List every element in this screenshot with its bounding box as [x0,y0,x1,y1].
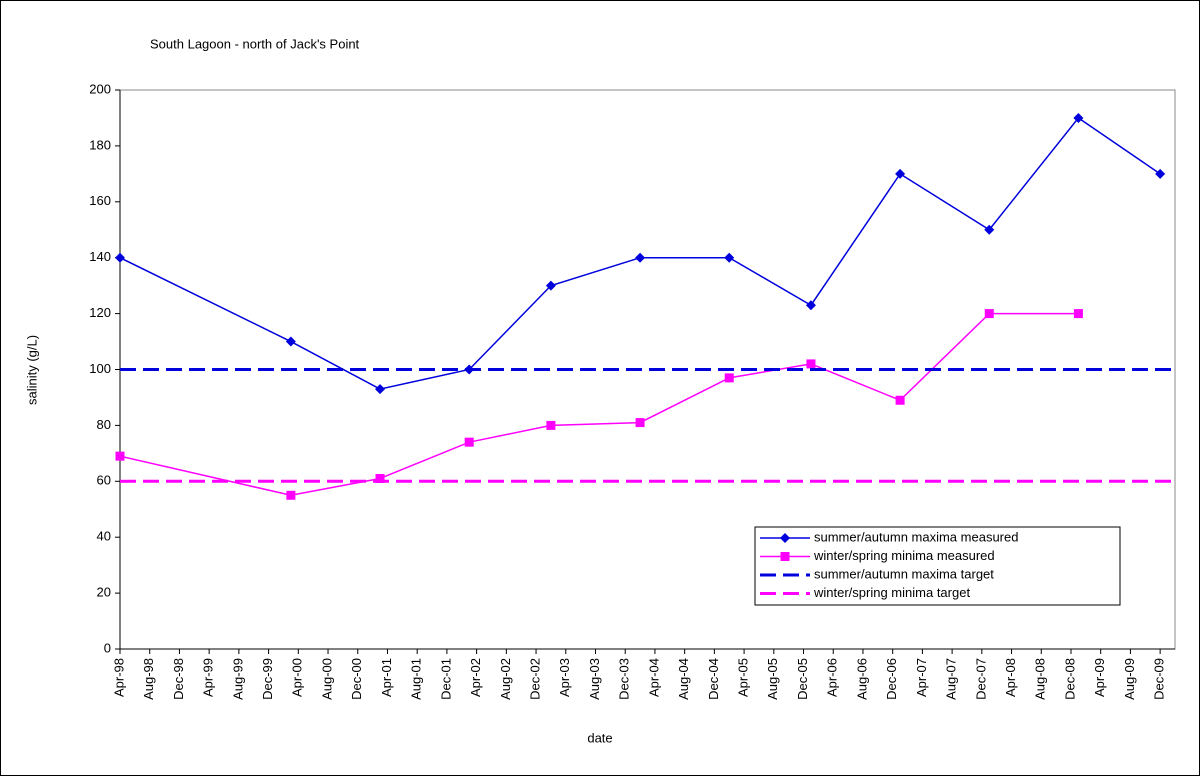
y-tick-label: 80 [97,417,111,432]
x-axis-label: date [587,730,612,745]
data-point [115,451,125,461]
y-tick-label: 60 [97,473,111,488]
y-tick-label: 200 [89,81,111,96]
x-tick-label: Dec-01 [438,658,453,700]
x-tick-label: Apr-98 [111,658,126,697]
x-tick-label: Apr-04 [646,658,661,697]
x-tick-label: Aug-07 [944,658,959,700]
data-point [375,474,385,484]
legend-marker [780,533,790,543]
y-axis-label: salinity (g/L) [24,335,39,405]
x-tick-label: Dec-08 [1062,658,1077,700]
x-tick-label: Aug-09 [1122,658,1137,700]
data-point [1073,309,1083,319]
legend-label: summer/autumn maxima target [814,566,994,581]
x-tick-label: Apr-03 [557,658,572,697]
legend-marker [780,552,790,561]
x-tick-label: Dec-02 [527,658,542,700]
legend-label: summer/autumn maxima measured [814,529,1018,544]
x-tick-label: Aug-99 [230,658,245,700]
x-tick-label: Dec-09 [1152,658,1167,700]
x-tick-label: Aug-03 [587,658,602,700]
x-tick-label: Apr-05 [736,658,751,697]
y-tick-label: 180 [89,137,111,152]
data-point [984,224,995,235]
y-tick-label: 140 [89,249,111,264]
data-point [895,395,905,405]
x-tick-label: Aug-98 [141,658,156,700]
data-point [635,418,645,428]
x-tick-label: Apr-09 [1092,658,1107,697]
data-point [115,252,125,263]
data-point [1155,168,1166,179]
data-point [806,359,816,369]
data-point [464,437,474,447]
data-point [375,384,386,395]
legend-label: winter/spring minima measured [813,548,995,563]
data-point [724,373,734,383]
x-tick-label: Apr-02 [468,658,483,697]
x-tick-label: Dec-00 [349,658,364,700]
x-tick-label: Aug-06 [854,658,869,700]
data-point [895,168,906,179]
x-tick-label: Dec-06 [884,658,899,700]
data-point [545,280,556,291]
x-tick-label: Dec-99 [260,658,275,700]
x-tick-label: Aug-04 [676,658,691,700]
x-tick-label: Aug-00 [319,658,334,700]
x-tick-label: Apr-01 [379,658,394,697]
x-tick-label: Dec-03 [617,658,632,700]
x-tick-label: Dec-04 [706,658,721,700]
y-tick-label: 100 [89,361,111,376]
series-line [119,116,1161,390]
data-point [805,300,816,311]
data-point [984,309,994,319]
data-point [546,420,556,430]
y-tick-label: 20 [97,585,111,600]
data-point [635,252,646,263]
x-tick-label: Aug-05 [765,658,780,700]
x-tick-label: Aug-08 [1033,658,1048,700]
x-tick-label: Aug-01 [409,658,424,700]
y-tick-label: 40 [97,529,111,544]
data-point [286,490,296,500]
x-tick-label: Dec-05 [795,658,810,700]
x-tick-label: Apr-06 [825,658,840,697]
x-tick-label: Apr-00 [290,658,305,697]
x-tick-label: Dec-98 [171,658,186,700]
y-tick-label: 120 [89,305,111,320]
y-tick-label: 0 [104,640,111,655]
chart-title: South Lagoon - north of Jack's Point [150,36,360,51]
x-tick-label: Apr-08 [1003,658,1018,697]
data-point [1073,112,1084,123]
data-point [724,252,735,263]
x-tick-label: Apr-99 [201,658,216,697]
x-tick-label: Apr-07 [914,658,929,697]
data-point [285,336,296,347]
x-tick-label: Aug-02 [498,658,513,700]
y-tick-label: 160 [89,193,111,208]
legend-label: winter/spring minima target [813,585,970,600]
x-tick-label: Dec-07 [973,658,988,700]
legend-box [754,526,1121,606]
